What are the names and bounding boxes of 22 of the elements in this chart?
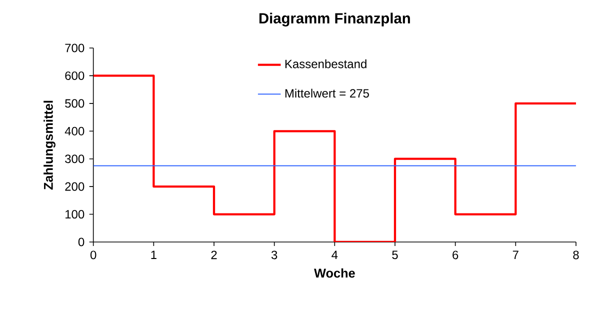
y-tick-label: 0 <box>78 238 84 246</box>
legend-label: Mittelwert = 275 <box>285 88 369 98</box>
x-tick-label: 3 <box>271 250 278 260</box>
x-tick-label: 0 <box>90 250 96 260</box>
y-tick-label: 600 <box>65 71 84 80</box>
chart-title: Diagramm Finanzplan <box>259 12 410 26</box>
y-tick-label: 300 <box>65 154 84 164</box>
y-tick-label: 700 <box>65 44 84 52</box>
x-tick-label: 1 <box>151 250 156 259</box>
y-axis-title: Zahlungsmittel <box>44 100 56 190</box>
x-tick-label: 2 <box>211 250 217 260</box>
y-tick-label: 200 <box>65 182 84 191</box>
legend-label: Kassenbestand <box>285 59 366 68</box>
x-tick-label: 5 <box>392 250 398 260</box>
y-tick-label: 400 <box>64 126 84 136</box>
x-axis-title: Woche <box>314 268 355 278</box>
x-tick-label: 4 <box>332 250 338 259</box>
x-tick-label: 6 <box>452 250 458 260</box>
y-tick-label: 500 <box>65 99 84 108</box>
y-tick-label: 100 <box>66 210 84 219</box>
x-tick-label: 7 <box>512 250 518 259</box>
x-tick-label: 8 <box>573 250 579 260</box>
